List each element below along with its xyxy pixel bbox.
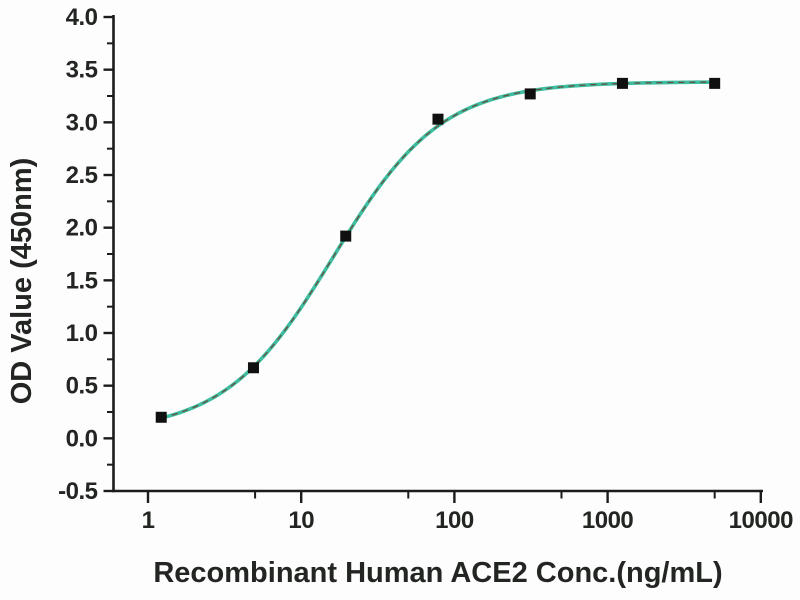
x-tick-label: 10 <box>288 507 314 534</box>
data-point-marker <box>524 88 536 100</box>
y-tick-label: 0.5 <box>66 373 98 400</box>
y-tick-label: 4.0 <box>66 4 98 31</box>
data-point-marker <box>340 230 352 242</box>
data-point-marker <box>247 362 259 374</box>
y-tick-label: 0.0 <box>66 425 98 452</box>
data-series-layer <box>155 77 721 423</box>
x-axis-title: Recombinant Human ACE2 Conc.(ng/mL) <box>153 557 722 589</box>
x-tick-label: 10000 <box>729 507 793 534</box>
x-tick-label: 100 <box>435 507 474 534</box>
axes-layer: -0.5 0.0 0.5 1.0 1.5 2.0 2.5 3.0 3.5 4.0 1 10 100 100… <box>58 4 793 534</box>
y-tick-label: 2.0 <box>66 215 98 242</box>
y-tick-label: 1.5 <box>66 267 98 294</box>
y-tick-label: 3.5 <box>66 57 98 84</box>
data-point-marker <box>709 77 721 89</box>
data-point-marker <box>432 113 444 125</box>
x-tick-label: 1 <box>142 507 155 534</box>
y-tick-label: 1.0 <box>66 320 98 347</box>
y-tick-label: -0.5 <box>58 478 98 505</box>
y-axis-title: OD Value (450nm) <box>6 158 38 405</box>
data-point-marker <box>616 77 628 89</box>
fit-curve-line <box>159 80 717 420</box>
data-point-marker <box>155 411 167 423</box>
fit-curve-dash-overlay <box>161 81 715 419</box>
y-tick-label: 2.5 <box>66 162 98 189</box>
y-tick-label: 3.0 <box>66 109 98 136</box>
x-tick-label: 1000 <box>582 507 634 534</box>
